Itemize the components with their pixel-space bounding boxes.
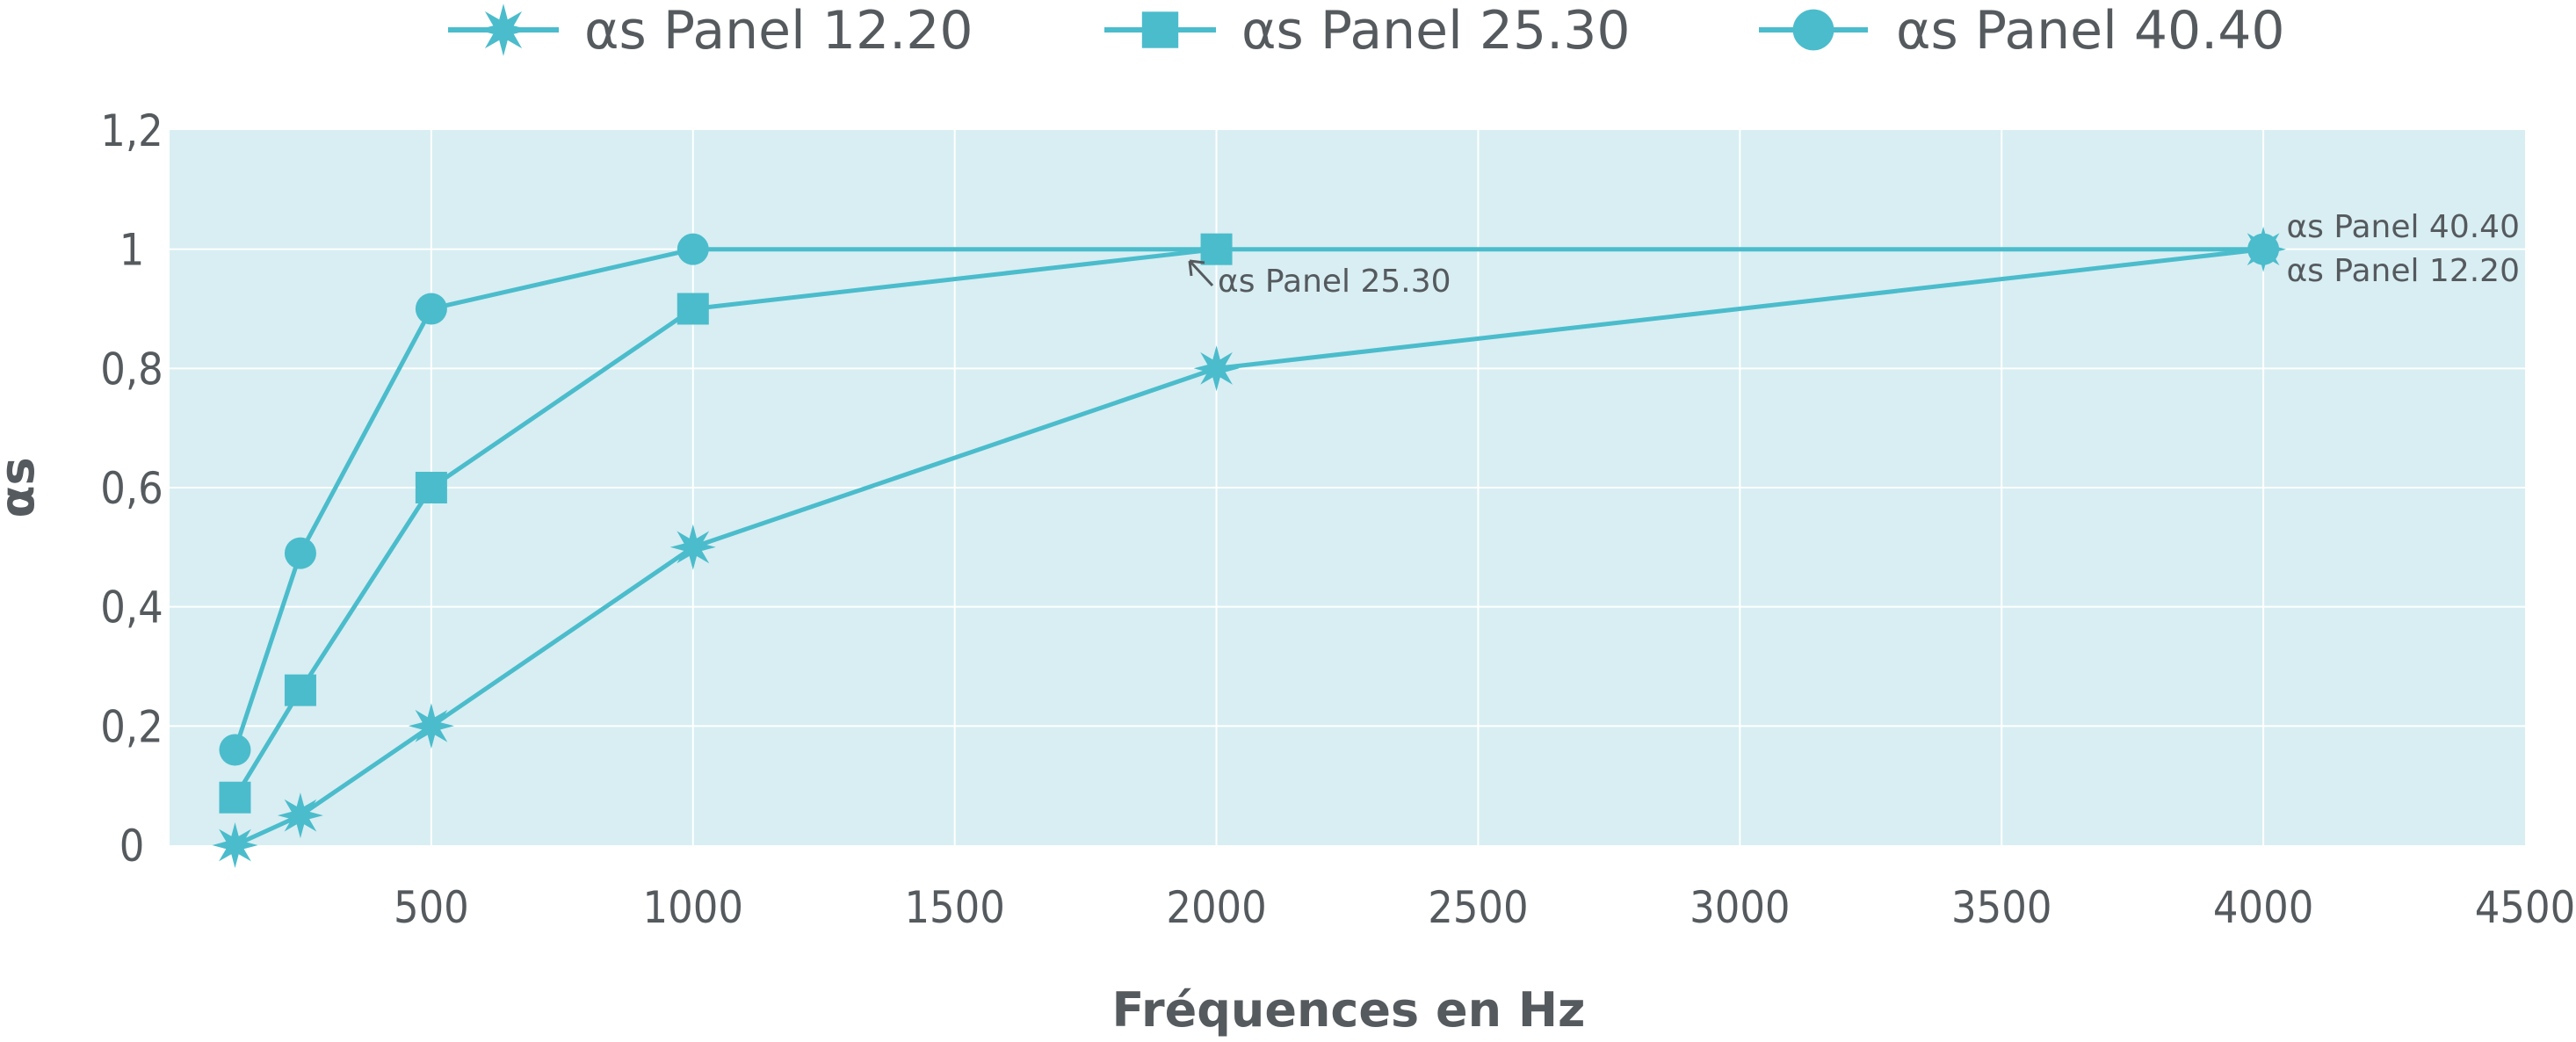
- point-s-panel-12-20-3: [669, 524, 716, 570]
- y-tick-label: 0,6: [100, 463, 163, 514]
- legend-label-s-panel-40-40: αs Panel 40.40: [1896, 0, 2285, 62]
- annotations: αs Panel 25.30 αs Panel 40.40 αs Panel 1…: [1188, 209, 2520, 300]
- series-markers: [212, 226, 2287, 868]
- point-s-panel-25-30-3: [677, 293, 709, 325]
- point-s-panel-25-30-4: [1200, 233, 1233, 265]
- point-s-panel-12-20-0: [212, 822, 258, 868]
- annotation-panel-12-20: αs Panel 12.20: [2286, 253, 2520, 289]
- x-tick-label: 4500: [2475, 882, 2575, 933]
- legend-label-s-panel-25-30: αs Panel 25.30: [1241, 0, 1631, 62]
- y-tick-label: 0,4: [100, 583, 163, 633]
- y-axis-ticks: 0 0,2 0,4 0,6 0,8 1 1,2: [100, 105, 163, 872]
- annotation-panel-25-30: αs Panel 25.30: [1218, 264, 1451, 300]
- y-tick-label: 1: [119, 225, 145, 276]
- annotation-panel-40-40: αs Panel 40.40: [2286, 209, 2520, 245]
- x-axis-ticks: 500 1000 1500 2000 2500 3000 3500 4000 4500: [394, 882, 2575, 933]
- y-tick-label: 0,2: [100, 701, 163, 752]
- point-s-panel-40-40-4: [2247, 233, 2280, 265]
- x-tick-label: 2500: [1428, 882, 1528, 933]
- point-s-panel-25-30-1: [284, 674, 316, 706]
- point-s-panel-25-30-0: [219, 781, 251, 814]
- x-tick-label: 2000: [1166, 882, 1266, 933]
- x-tick-label: 500: [394, 882, 469, 933]
- x-tick-label: 1000: [643, 882, 743, 933]
- point-s-panel-40-40-0: [219, 734, 251, 766]
- point-s-panel-40-40-1: [284, 537, 316, 569]
- legend: αs Panel 12.20 αs Panel 25.30 αs Panel 40.…: [448, 0, 2285, 62]
- point-s-panel-12-20-2: [408, 703, 454, 749]
- annotation-arrow: [1188, 259, 1214, 287]
- x-tick-label: 3000: [1690, 882, 1790, 933]
- y-tick-label: 0,8: [100, 344, 163, 394]
- x-tick-label: 1500: [904, 882, 1004, 933]
- grid: [170, 130, 2525, 845]
- y-tick-label: 1,2: [100, 105, 163, 156]
- y-tick-label: 0: [119, 821, 145, 872]
- legend-label-s-panel-12-20: αs Panel 12.20: [584, 0, 973, 62]
- point-s-panel-40-40-3: [677, 233, 709, 265]
- y-axis-title: αs: [0, 457, 45, 517]
- legend-marker-s-panel-25-30: [1141, 11, 1179, 48]
- point-s-panel-25-30-2: [415, 472, 447, 503]
- point-s-panel-12-20-1: [277, 792, 323, 839]
- series-line-s-panel-12-20: [234, 247, 2264, 848]
- legend-marker-s-panel-12-20: [477, 4, 530, 56]
- x-tick-label: 4000: [2213, 882, 2313, 933]
- legend-marker-s-panel-40-40: [1792, 9, 1834, 51]
- point-s-panel-40-40-2: [415, 293, 447, 325]
- x-axis-title: Fréquences en Hz: [1112, 982, 1586, 1038]
- x-tick-label: 3500: [1951, 882, 2051, 933]
- point-s-panel-12-20-4: [1193, 345, 1240, 392]
